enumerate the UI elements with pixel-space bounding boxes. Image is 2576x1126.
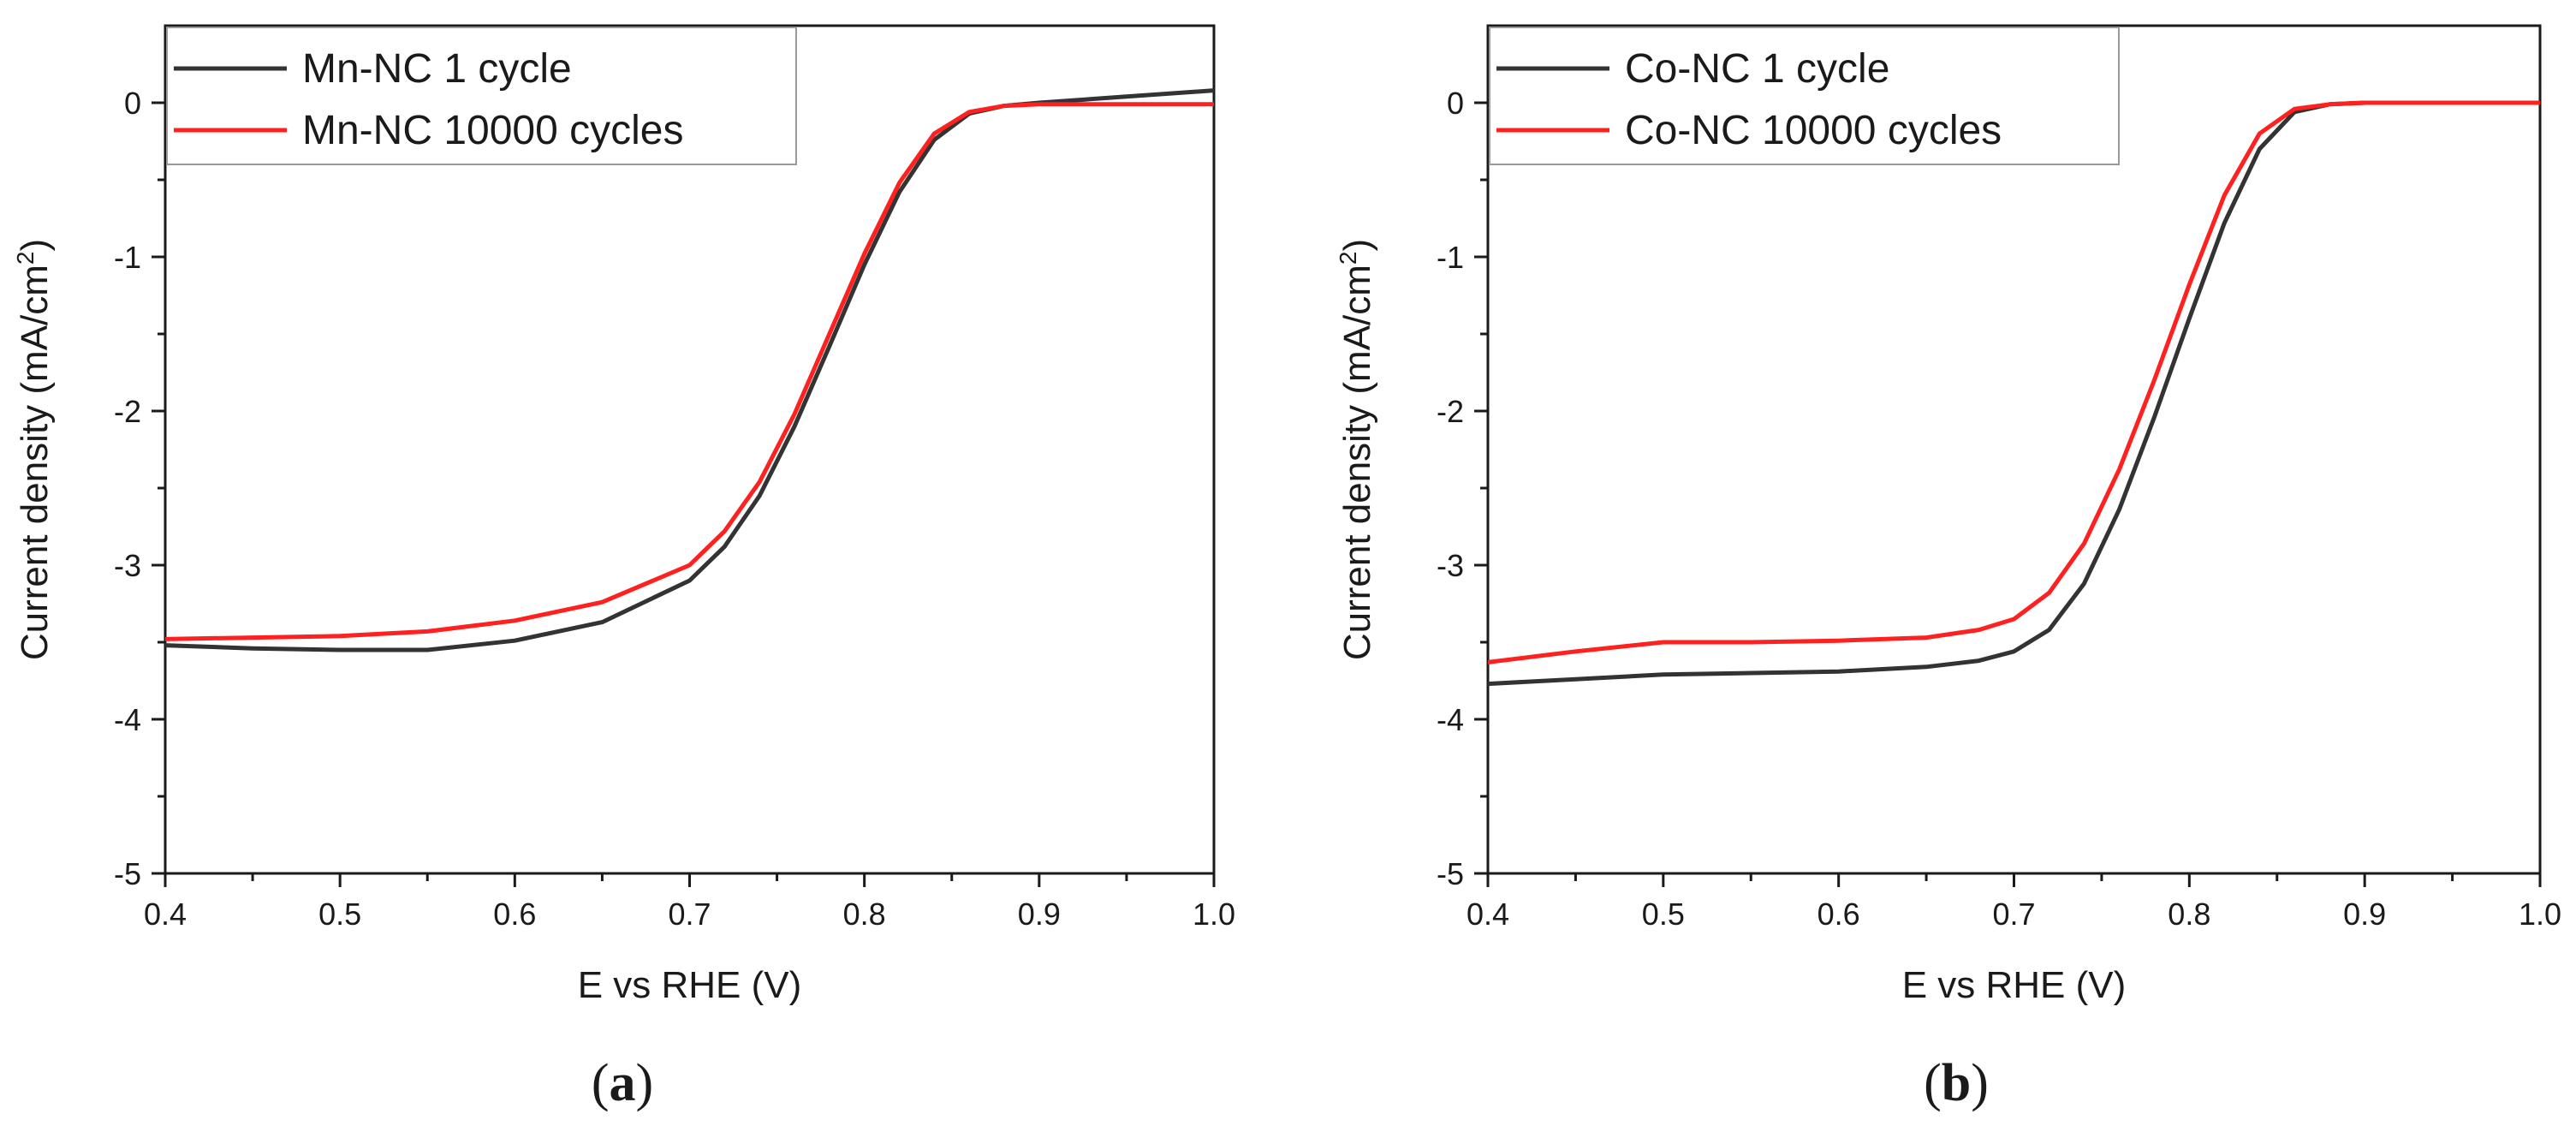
x-tick-label: 0.7 <box>668 897 711 932</box>
y-axis-title-main: Current density (mA/cm <box>1336 265 1378 660</box>
x-tick-label: 1.0 <box>1193 897 1235 932</box>
legend-box <box>1489 27 2120 165</box>
x-tick-label: 0.4 <box>144 897 187 932</box>
legend-label-10000-cycles: Co-NC 10000 cycles <box>1625 108 2002 153</box>
panel-label-open: ( <box>1924 1054 1942 1112</box>
y-axis-title-main: Current density (mA/cm <box>14 265 56 660</box>
series-group <box>1488 100 2540 687</box>
y-tick-label: -5 <box>114 856 141 891</box>
series-line-1-cycle <box>1488 100 2540 687</box>
y-tick-label: -1 <box>1437 240 1464 275</box>
panel-label-letter: a <box>610 1054 636 1112</box>
legend-label-1-cycle: Co-NC 1 cycle <box>1625 46 1889 92</box>
legend-label-10000-cycles: Mn-NC 10000 cycles <box>302 108 684 153</box>
x-tick-label: 0.5 <box>1642 897 1685 932</box>
panel-b: 0.4 0.5 0.6 0.7 0.8 0.9 1.0 -5 -4 -3 -2 -1 0 E vs RHE… <box>1335 24 2561 1112</box>
panel-a: 0.4 0.5 0.6 0.7 0.8 0.9 1.0 -5 -4 -3 -2 -1 0 E vs RHE… <box>12 24 1235 1112</box>
x-tick-label: 0.6 <box>493 897 536 932</box>
series-line-10000-cycles <box>1488 100 2540 664</box>
x-axis-title: E vs RHE (V) <box>578 964 802 1006</box>
y-tick-label: -2 <box>114 394 141 429</box>
x-tick-label: 0.9 <box>2343 897 2386 932</box>
x-axis-title: E vs RHE (V) <box>1902 964 2127 1006</box>
x-tick-label: 0.8 <box>2168 897 2210 932</box>
panel-label-open: ( <box>592 1054 610 1112</box>
panel-label: (a) <box>592 1054 653 1112</box>
x-tick-label: 0.8 <box>843 897 886 932</box>
series-group <box>165 88 1214 652</box>
y-tick-label: -3 <box>1437 548 1464 583</box>
legend-label-1-cycle: Mn-NC 1 cycle <box>302 46 572 92</box>
y-tick-label: -1 <box>114 240 141 275</box>
y-tick-label: -4 <box>1437 702 1464 737</box>
y-tick-label: -4 <box>114 702 141 737</box>
x-tick-label: 0.7 <box>1992 897 2035 932</box>
series-line-10000-cycles <box>165 102 1214 641</box>
y-axis-title: Current density (mA/cm2) <box>12 239 56 660</box>
y-tick-label: 0 <box>124 86 141 121</box>
y-tick-label: -5 <box>1437 856 1464 891</box>
y-axis-title-superscript: 2 <box>12 251 39 265</box>
y-axis-title: Current density (mA/cm2) <box>1335 239 1378 660</box>
y-tick-label: -3 <box>114 548 141 583</box>
y-axis-title-close: ) <box>14 239 56 252</box>
x-tick-label: 1.0 <box>2519 897 2561 932</box>
panel-label: (b) <box>1924 1054 1989 1112</box>
y-axis-title-superscript: 2 <box>1335 251 1361 265</box>
y-tick-label: -2 <box>1437 394 1464 429</box>
legend-box <box>166 27 797 165</box>
x-tick-label: 0.6 <box>1817 897 1860 932</box>
y-axis-title-close: ) <box>1336 239 1378 252</box>
x-tick-label: 0.5 <box>318 897 361 932</box>
x-tick-label: 0.9 <box>1018 897 1061 932</box>
panel-label-close: ) <box>636 1054 654 1112</box>
panel-label-close: ) <box>1971 1054 1989 1112</box>
panel-label-letter: b <box>1942 1054 1971 1112</box>
y-tick-label: 0 <box>1447 86 1464 121</box>
x-tick-label: 0.4 <box>1466 897 1509 932</box>
